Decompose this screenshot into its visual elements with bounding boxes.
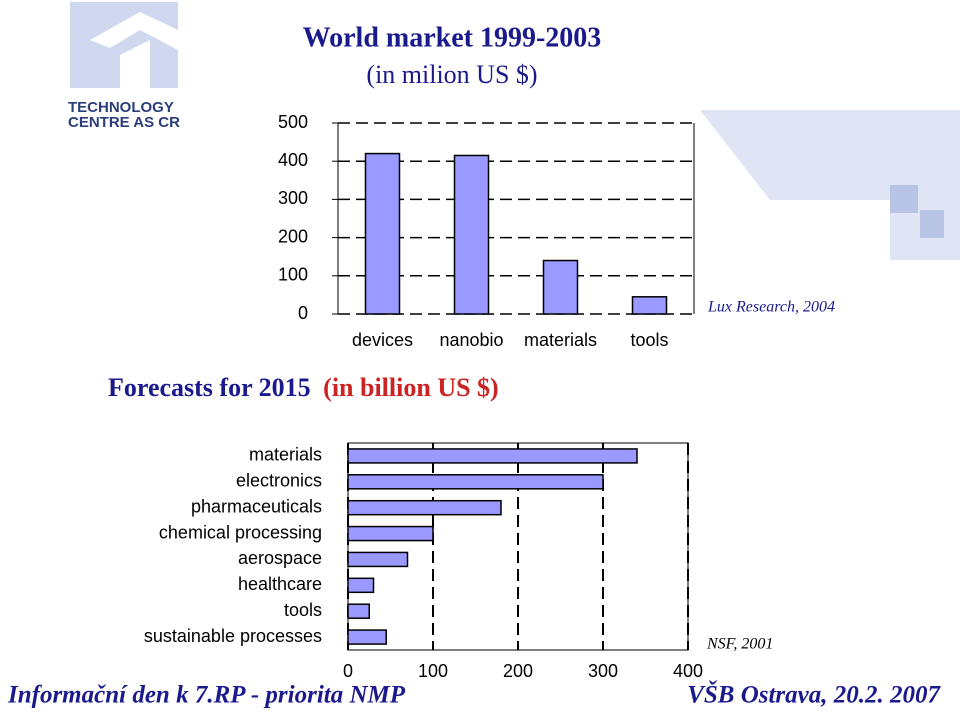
y-tick-label: 100 [278, 265, 308, 285]
bar [453, 154, 490, 315]
y-tick-label: sustainable processes [144, 626, 322, 646]
y-tick-label: chemical processing [159, 522, 322, 542]
y-tick-label: 300 [278, 188, 308, 208]
chart-subtitle: (in milion US $) [366, 60, 537, 89]
source: NSF, 2001 [706, 636, 773, 653]
x-tick-label: 200 [503, 661, 533, 681]
x-tick-label: 100 [418, 661, 448, 681]
decor-square [920, 210, 944, 238]
source: Lux Research, 2004 [707, 299, 835, 316]
x-tick-label: 0 [343, 661, 353, 681]
x-tick-label: tools [630, 330, 668, 350]
bar [542, 259, 579, 315]
y-tick-label: 0 [298, 303, 308, 323]
y-tick-label: materials [249, 445, 322, 465]
y-tick-label: tools [284, 600, 322, 620]
x-tick-label: devices [352, 330, 413, 350]
chart-title: World market 1999-2003 [303, 22, 602, 53]
bar [631, 296, 668, 315]
x-tick-label: 300 [588, 661, 618, 681]
y-tick-label: 200 [278, 226, 308, 246]
bar [347, 551, 409, 568]
bar [347, 448, 638, 464]
y-tick-label: pharmaceuticals [191, 496, 322, 516]
footer-left: Informační den k 7.RP - priorita NMP [7, 682, 406, 709]
chart-title-group: Forecasts for 2015 (in billion US $) [108, 373, 499, 402]
y-tick-label: 400 [278, 150, 308, 170]
decor-square [890, 185, 918, 213]
footer-right: VŠB Ostrava, 20.2. 2007 [687, 680, 941, 709]
y-tick-label: electronics [236, 471, 322, 491]
x-tick-label: materials [524, 330, 597, 350]
decoration [700, 110, 960, 260]
bar [364, 152, 401, 315]
x-tick-label: 400 [673, 661, 703, 681]
chart-title: Forecasts for 2015 [108, 373, 311, 402]
bar [347, 474, 604, 490]
bar [347, 603, 370, 619]
bar [347, 499, 502, 516]
logo: TECHNOLOGY CENTRE AS CR [68, 2, 180, 131]
logo-text: CENTRE AS CR [68, 114, 180, 131]
y-tick-label: healthcare [238, 574, 322, 594]
x-tick-label: nanobio [439, 330, 503, 350]
chart-subtitle: (in billion US $) [323, 373, 499, 402]
logo-text: TECHNOLOGY [68, 99, 174, 116]
y-tick-label: aerospace [238, 548, 322, 568]
y-tick-label: 500 [278, 112, 308, 132]
bar [347, 525, 434, 542]
bar [347, 577, 375, 594]
logo-shape [90, 12, 178, 50]
logo-shape [120, 40, 150, 88]
plot-frame [347, 442, 689, 651]
bar [347, 629, 387, 645]
decor-shape [700, 110, 960, 260]
